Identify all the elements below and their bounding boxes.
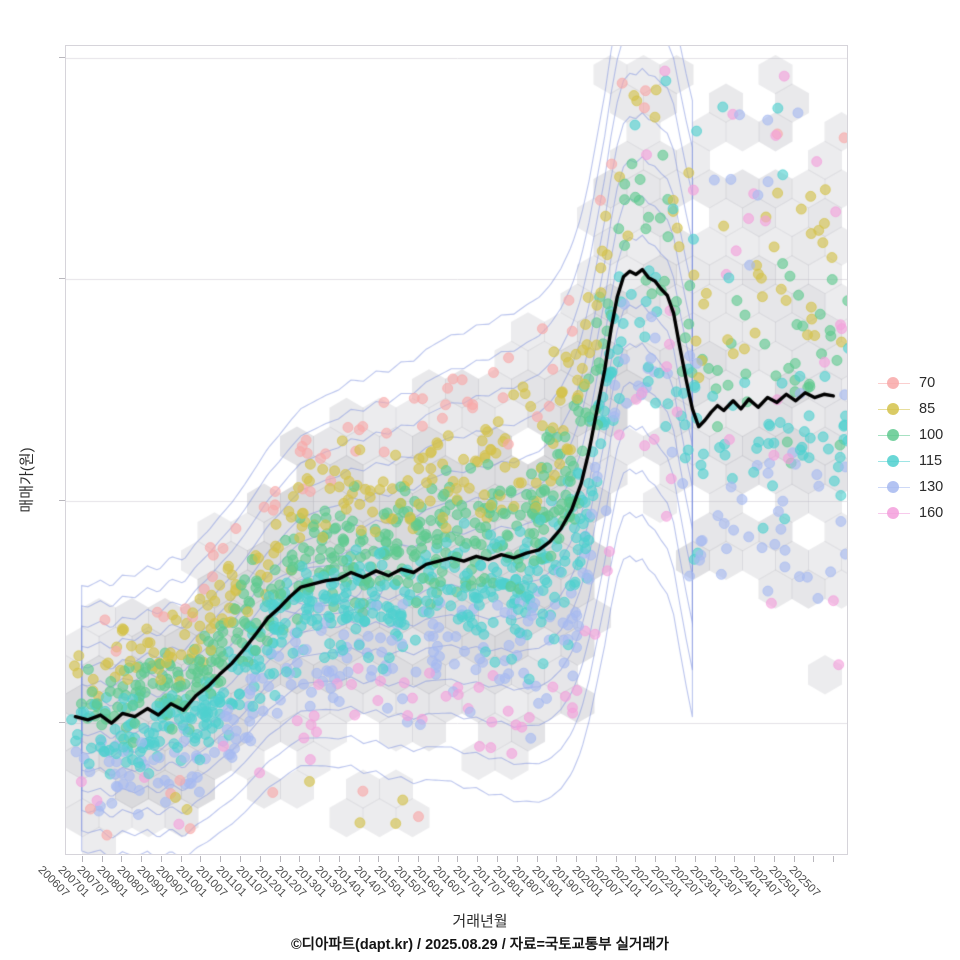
x-tick-mark (813, 856, 815, 862)
x-tick-mark (259, 856, 261, 862)
x-tick-mark (358, 856, 360, 862)
x-tick-mark (81, 856, 83, 862)
x-tick-mark (457, 856, 459, 862)
x-tick-mark (121, 856, 123, 862)
x-tick-mark (734, 856, 736, 862)
legend-item-160[interactable]: 160 (878, 500, 943, 526)
y-axis-title: 매매가(원) (18, 447, 36, 513)
legend-key-icon (878, 505, 910, 521)
x-tick-mark (595, 856, 597, 862)
x-tick-mark (437, 856, 439, 862)
plot-area (65, 45, 848, 855)
y-tick-mark (59, 57, 65, 58)
legend-label: 115 (919, 453, 943, 469)
x-tick-mark (674, 856, 676, 862)
x-tick-mark (338, 856, 340, 862)
x-tick-mark (200, 856, 202, 862)
x-tick-mark (516, 856, 518, 862)
x-tick-mark (220, 856, 222, 862)
x-tick-mark (160, 856, 162, 862)
x-tick-mark (101, 856, 103, 862)
legend-label: 160 (919, 505, 944, 521)
x-tick-mark (378, 856, 380, 862)
x-tick-mark (694, 856, 696, 862)
legend-item-115[interactable]: 115 (878, 448, 943, 474)
x-tick-mark (180, 856, 182, 862)
x-tick-mark (714, 856, 716, 862)
x-tick-mark (793, 856, 795, 862)
x-tick-mark (576, 856, 578, 862)
legend-key-icon (878, 375, 910, 391)
legend-item-130[interactable]: 130 (878, 474, 943, 500)
scatter-hexbin-canvas (66, 46, 847, 854)
legend-key-icon (878, 479, 910, 495)
legend-key-icon (878, 401, 910, 417)
y-axis-title-wrap: 매매가(원) (18, 0, 36, 960)
y-tick-mark (59, 278, 65, 279)
x-tick-mark (615, 856, 617, 862)
legend-label: 100 (919, 427, 944, 443)
legend-item-85[interactable]: 85 (878, 396, 943, 422)
x-tick-mark (477, 856, 479, 862)
legend-key-icon (878, 453, 910, 469)
legend-key-icon (878, 427, 910, 443)
legend-label: 130 (919, 479, 944, 495)
x-tick-mark (417, 856, 419, 862)
x-tick-mark (635, 856, 637, 862)
x-tick-mark (141, 856, 143, 862)
legend-label: 70 (919, 375, 936, 391)
legend-label: 85 (919, 401, 936, 417)
x-tick-mark (398, 856, 400, 862)
x-tick-mark (556, 856, 558, 862)
x-tick-mark (299, 856, 301, 862)
legend-item-100[interactable]: 100 (878, 422, 943, 448)
x-axis-title: 거래년월 (452, 913, 508, 930)
y-tick-mark (59, 722, 65, 723)
x-tick-mark (239, 856, 241, 862)
x-tick-mark (279, 856, 281, 862)
x-tick-mark (655, 856, 657, 862)
x-tick-mark (497, 856, 499, 862)
legend: 70 85 100 115 130 160 (878, 370, 943, 526)
x-tick-mark (833, 856, 835, 862)
x-tick-mark (754, 856, 756, 862)
legend-item-70[interactable]: 70 (878, 370, 943, 396)
x-tick-mark (319, 856, 321, 862)
x-tick-mark (536, 856, 538, 862)
x-tick-mark (773, 856, 775, 862)
chart-caption: ©디아파트(dapt.kr) / 2025.08.29 / 자료=국토교통부 실… (290, 937, 670, 953)
y-tick-mark (59, 500, 65, 501)
